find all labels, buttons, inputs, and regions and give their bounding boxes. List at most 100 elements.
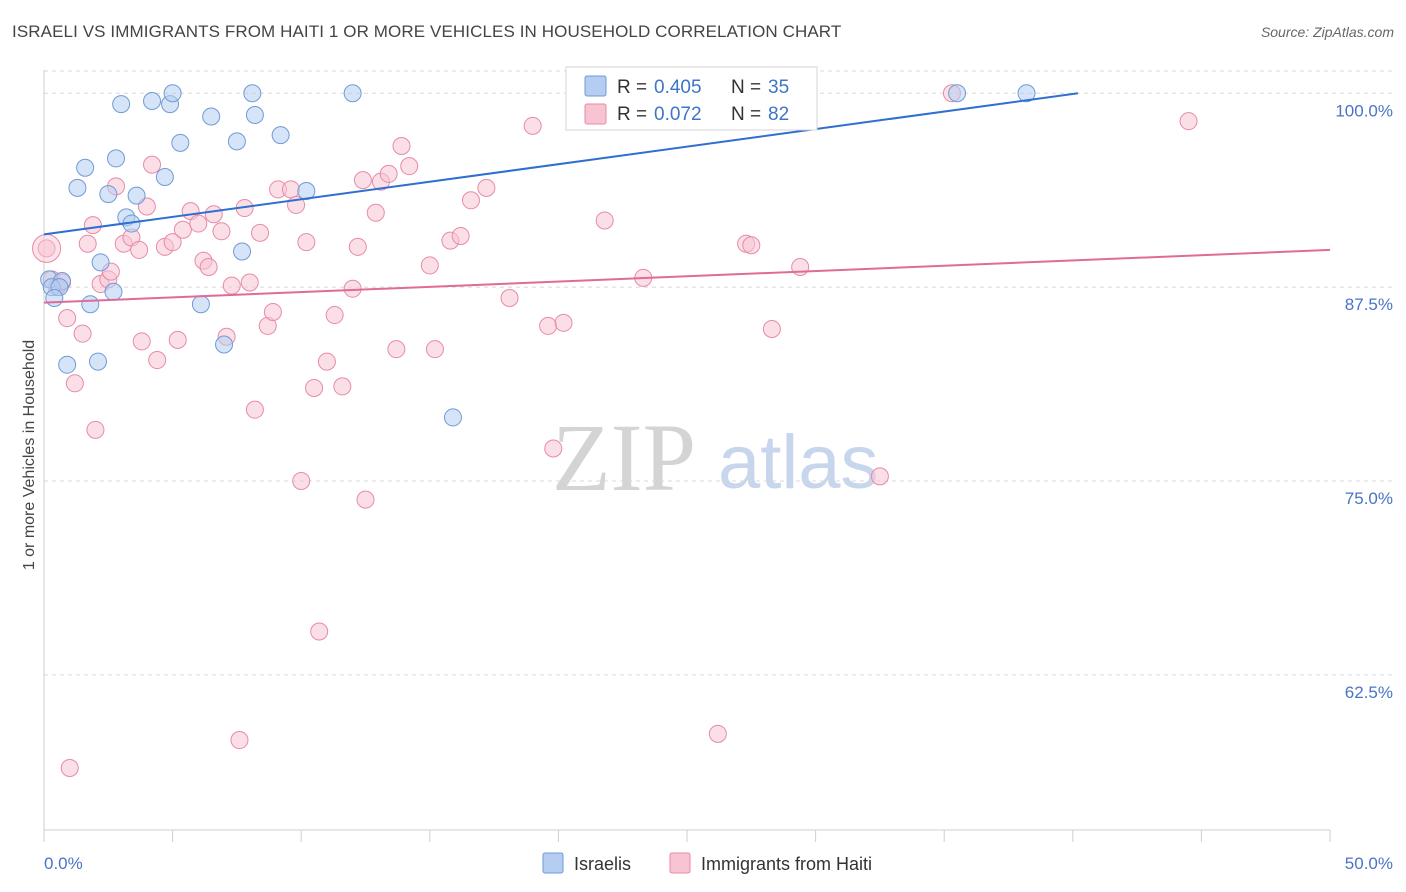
israelis-point [233,242,252,261]
haiti-trend-line [43,248,1331,304]
haiti-r-value: 0.072 [654,104,702,125]
haiti-point [762,320,781,339]
haiti-point [240,273,259,292]
israelis-point [343,84,362,103]
israelis-point [443,408,462,427]
y-tick-label: 100.0% [1335,101,1393,120]
haiti-point [500,289,519,307]
haiti-point [343,279,362,298]
haiti-point [451,226,470,245]
haiti-point [132,332,151,351]
israelis-point [89,352,108,371]
israelis-r-label: R = [617,77,647,98]
haiti-point [130,240,149,259]
haiti-point [168,330,187,349]
haiti-point [1179,112,1198,131]
haiti-point [366,203,385,222]
haiti-point [708,724,727,743]
legend-israelis-label: Israelis [574,854,631,874]
israelis-point [81,295,100,314]
haiti-point [143,155,162,174]
haiti-point [317,352,336,371]
haiti-point [292,472,311,491]
stats-legend-box [565,66,818,131]
x-tick-label-min: 0.0% [44,854,83,873]
haiti-point [163,233,182,252]
x-axis-ticks [43,830,1331,842]
haiti-point [425,340,444,359]
israelis-point [58,355,77,374]
haiti-point [400,157,419,176]
stats-legend: R = 0.405 N = 35 R = 0.072 N = 82 [565,66,818,131]
israelis-point [163,84,182,103]
y-tick-label: 87.5% [1345,295,1393,314]
haiti-point [523,116,542,135]
y-axis-tick-labels: 62.5% 75.0% 87.5% 100.0% [1335,101,1393,702]
source-credit: Source: ZipAtlas.com [1260,24,1394,40]
watermark-atlas: atlas [718,420,879,505]
haiti-point [325,306,344,325]
israelis-point [68,178,87,197]
haiti-point [791,257,810,276]
haiti-point [281,180,300,199]
israelis-point [1017,84,1036,103]
israelis-point [171,133,190,152]
haiti-r-label: R = [617,104,647,125]
israelis-point [91,253,110,272]
haiti-point [263,302,282,321]
haiti-point [420,256,439,275]
israelis-point [107,149,126,168]
israelis-series-points [40,84,1036,427]
haiti-point [83,216,102,235]
israelis-point [155,168,174,187]
israelis-trend-line [43,92,1079,236]
haiti-point [78,234,97,253]
israelis-point [112,95,131,114]
haiti-point [148,351,167,370]
x-tick-label-max: 50.0% [1345,854,1393,873]
israelis-point [948,84,967,103]
legend-haiti-label: Immigrants from Haiti [701,854,872,874]
haiti-swatch [584,103,607,125]
haiti-point [554,313,573,332]
israelis-point [271,126,290,145]
israelis-point [45,289,64,307]
israelis-point [191,295,210,314]
haiti-point [539,316,558,335]
haiti-n-label: N = [731,104,761,125]
israelis-point [245,105,264,124]
israelis-point [99,185,118,204]
haiti-point [230,731,249,750]
israelis-point [127,186,146,205]
series-legend: Israelis Immigrants from Haiti [542,852,872,874]
y-tick-label: 75.0% [1345,489,1393,508]
haiti-point [353,171,372,190]
haiti-point [212,222,231,241]
haiti-point [379,164,398,183]
legend-israelis-swatch [542,852,564,874]
haiti-point [199,257,218,276]
haiti-point [477,178,496,197]
israelis-point [227,132,246,151]
haiti-point [310,622,329,641]
haiti-point [742,236,761,255]
haiti-point [60,758,79,777]
haiti-point [461,191,480,210]
haiti-point [356,490,375,509]
israelis-point [202,107,221,126]
haiti-point [37,239,56,258]
haiti-point [251,223,270,242]
israelis-point [104,282,123,301]
israelis-point [243,84,262,103]
haiti-point [245,400,264,419]
israelis-r-value: 0.405 [654,77,702,98]
israelis-n-label: N = [731,77,761,98]
haiti-point [65,374,84,393]
haiti-point [297,233,316,252]
israelis-point [143,92,162,111]
haiti-point [86,420,105,439]
haiti-point [392,137,411,155]
haiti-point [189,214,208,233]
haiti-point [333,377,352,396]
